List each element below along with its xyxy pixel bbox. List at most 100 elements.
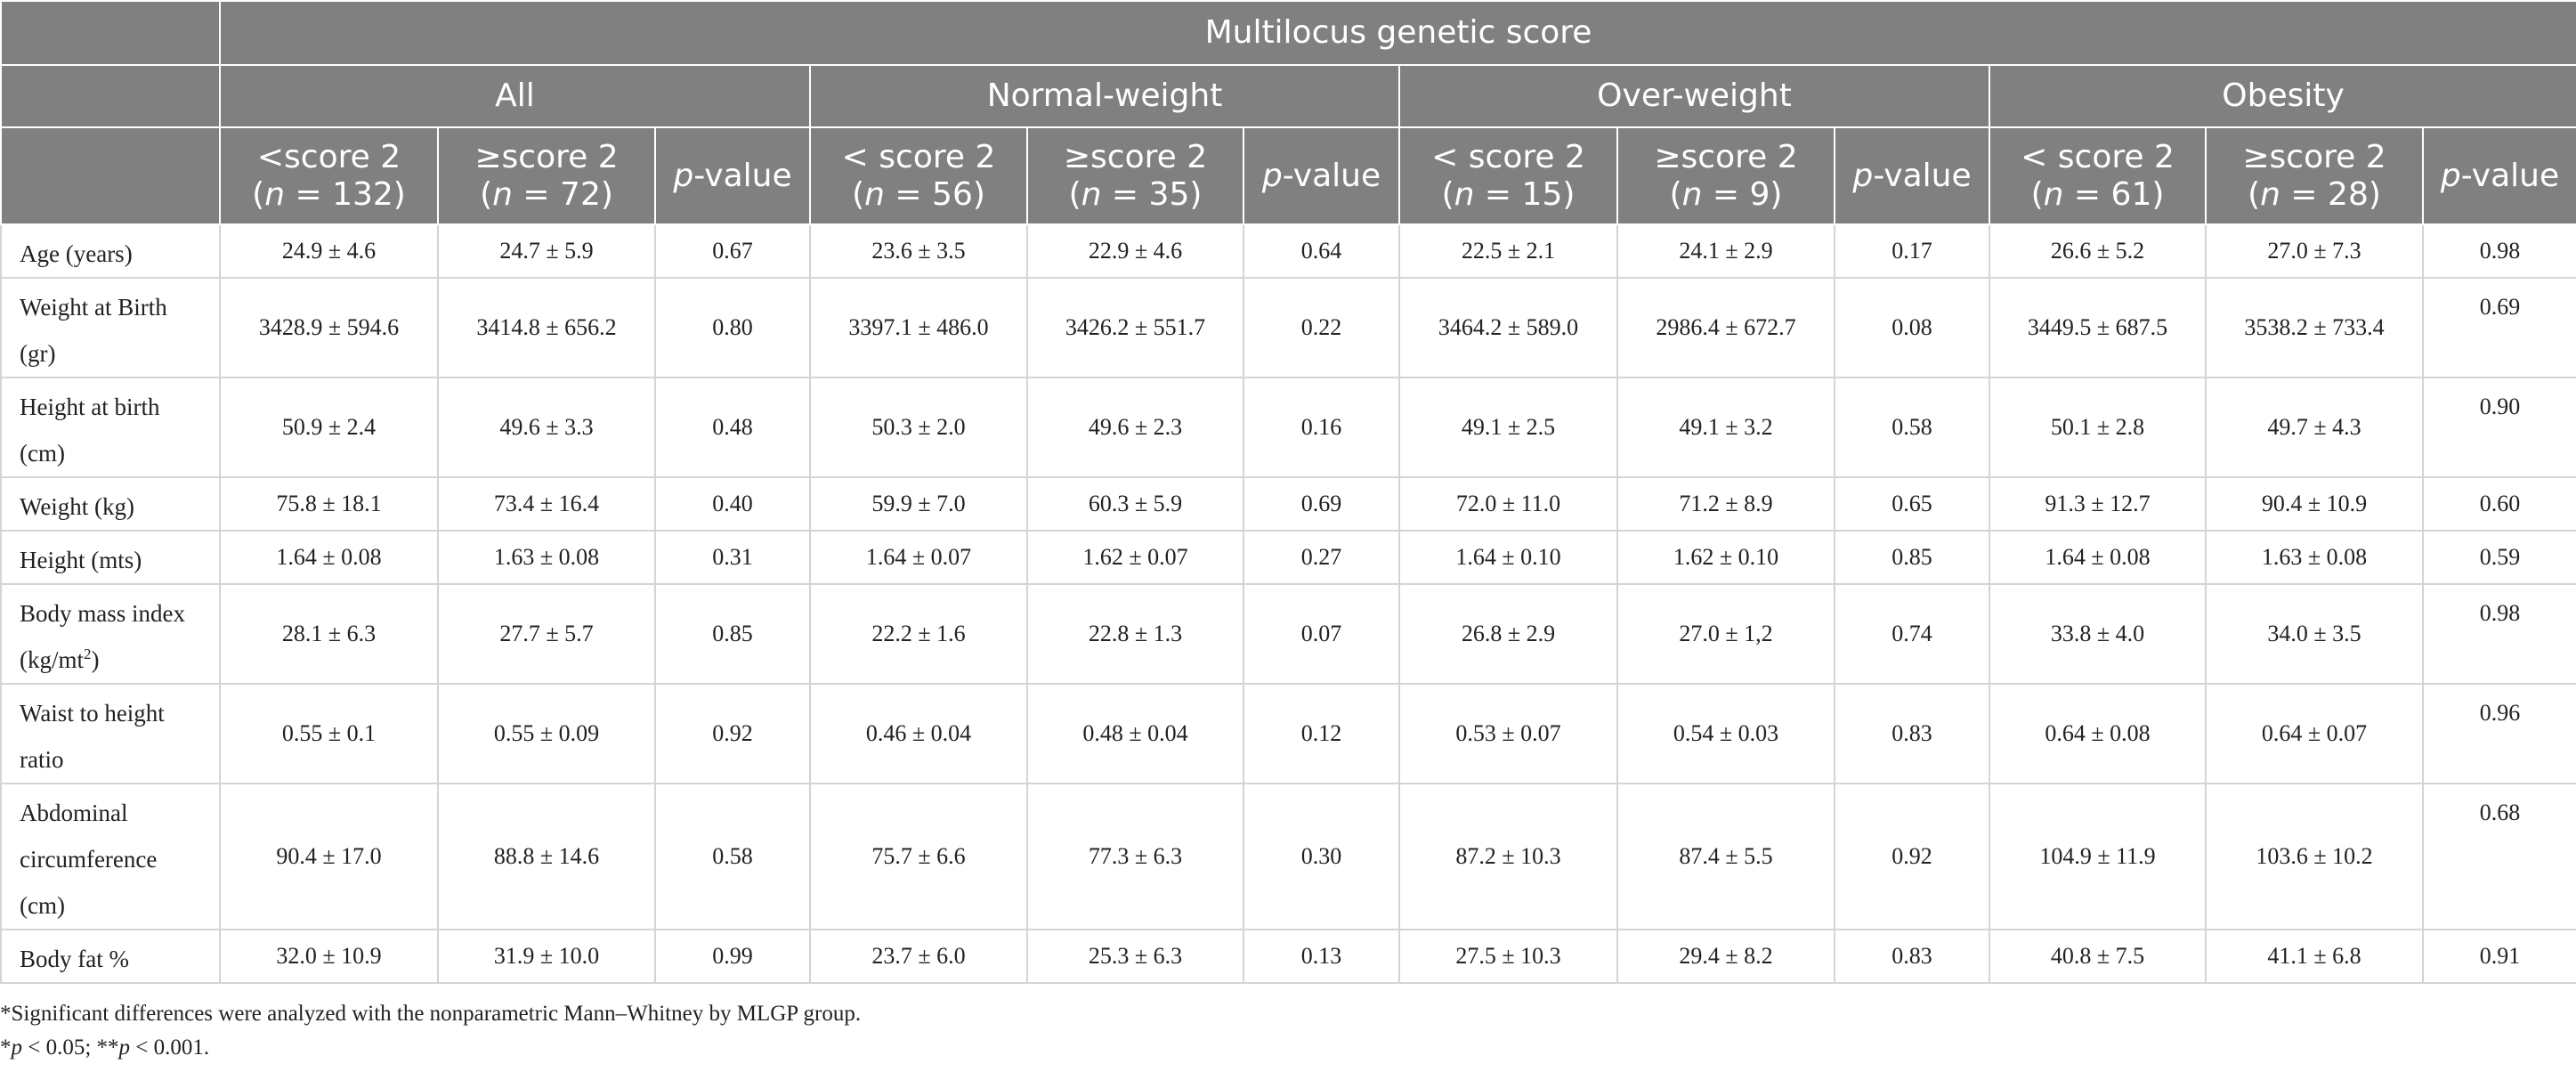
table-footnotes: *Significant differences were analyzed w… xyxy=(0,997,861,1065)
p-value-cell: 0.85 xyxy=(1834,530,1990,585)
p-value-cell: 0.91 xyxy=(2421,929,2576,984)
footnote-text: < 0.05; ** xyxy=(22,1035,119,1060)
column-header-text: ( xyxy=(852,175,865,213)
value-cell: 22.9 ± 4.6 xyxy=(1026,223,1244,279)
column-header-text: ≥score 2 xyxy=(1063,138,1208,175)
column-header-count: (n = 28) xyxy=(2207,176,2422,214)
value-cell: 103.6 ± 10.2 xyxy=(2205,783,2424,930)
row-label-line: Height at birth xyxy=(20,384,219,430)
value-cell: 90.4 ± 17.0 xyxy=(219,783,439,930)
header-empty-cell xyxy=(0,126,221,225)
column-header-text: ( xyxy=(480,175,493,213)
p-value-cell: 0.31 xyxy=(654,530,811,585)
p-value-cell: 0.58 xyxy=(654,783,811,930)
column-header-text: ≥score 2 xyxy=(1654,138,1798,175)
p-value-cell: 0.13 xyxy=(1243,929,1400,984)
p-value-cell: 0.98 xyxy=(2421,583,2576,685)
footnote-text: < 0.001. xyxy=(130,1035,210,1060)
p-value-cell: 0.98 xyxy=(2421,223,2576,279)
value-cell: 23.7 ± 6.0 xyxy=(809,929,1028,984)
footnote-text: * xyxy=(0,1035,12,1060)
value-cell: 31.9 ± 10.0 xyxy=(437,929,656,984)
p-value-cell: 0.83 xyxy=(1834,683,1990,784)
table-row: Waist to height ratio 0.55 ± 0.1 0.55 ± 0.0… xyxy=(0,683,2576,784)
p-value-cell: 0.64 xyxy=(1243,223,1400,279)
column-header-count: (n = 132) xyxy=(221,176,437,214)
row-label: Waist to height ratio xyxy=(0,683,221,784)
table-row: Height at birth (cm) 50.9 ± 2.4 49.6 ± 3.3 0… xyxy=(0,377,2576,478)
column-header-score-group: < score 2 (n = 56) xyxy=(809,126,1028,225)
value-cell: 49.1 ± 2.5 xyxy=(1398,377,1618,478)
p-value-cell: 0.80 xyxy=(654,277,811,378)
column-header-count: (n = 72) xyxy=(439,176,654,214)
row-label: Weight (kg) xyxy=(0,476,221,532)
p-value-cell: 0.83 xyxy=(1834,929,1990,984)
value-cell: 1.64 ± 0.08 xyxy=(1989,530,2207,585)
value-cell: 75.8 ± 18.1 xyxy=(219,476,439,532)
p-value-cell: 0.59 xyxy=(2421,530,2576,585)
column-header-text: = 9) xyxy=(1702,175,1783,213)
column-header-p-value: p-value xyxy=(2421,126,2576,225)
value-cell: 0.55 ± 0.09 xyxy=(437,683,656,784)
p-value-cell: 0.16 xyxy=(1243,377,1400,478)
column-header-p-value: p-value xyxy=(1243,126,1400,225)
column-header-score-group: ≥score 2 (n = 9) xyxy=(1616,126,1835,225)
value-cell: 2986.4 ± 672.7 xyxy=(1616,277,1835,378)
p-value-cell: 0.69 xyxy=(1243,476,1400,532)
column-header-text: n xyxy=(1454,175,1475,213)
value-cell: 0.64 ± 0.07 xyxy=(2205,683,2424,784)
value-cell: 1.63 ± 0.08 xyxy=(437,530,656,585)
value-cell: 0.53 ± 0.07 xyxy=(1398,683,1618,784)
column-header-text: p xyxy=(2440,157,2461,194)
row-label-line: ratio xyxy=(20,736,219,783)
value-cell: 26.6 ± 5.2 xyxy=(1989,223,2207,279)
column-header-count: (n = 56) xyxy=(811,176,1026,214)
footnote-text: p xyxy=(11,1035,23,1060)
value-cell: 87.2 ± 10.3 xyxy=(1398,783,1618,930)
p-value-cell: 0.85 xyxy=(654,583,811,685)
row-label-text: (kg/mt xyxy=(20,646,84,673)
value-cell: 1.62 ± 0.10 xyxy=(1616,530,1835,585)
column-header-count: (n = 9) xyxy=(1618,176,1834,214)
column-subheader-row: <score 2 (n = 132) ≥score 2 (n = 72) p-value… xyxy=(0,126,2576,225)
row-label-text: ratio xyxy=(20,746,64,773)
value-cell: 25.3 ± 6.3 xyxy=(1026,929,1244,984)
row-label-line: circumference xyxy=(20,836,219,882)
value-cell: 77.3 ± 6.3 xyxy=(1026,783,1244,930)
p-value-cell: 0.74 xyxy=(1834,583,1990,685)
value-cell: 60.3 ± 5.9 xyxy=(1026,476,1244,532)
row-label-text: Height at birth xyxy=(20,394,160,420)
group-header-obesity: Obesity xyxy=(1988,64,2576,128)
table-body: Age (years) 24.9 ± 4.6 24.7 ± 5.9 0.67 23.6 … xyxy=(0,223,2576,984)
row-label-line: (cm) xyxy=(20,882,219,929)
value-cell: 88.8 ± 14.6 xyxy=(437,783,656,930)
p-value-cell: 0.92 xyxy=(1834,783,1990,930)
table-row: Body mass index (kg/mt2) 28.1 ± 6.3 27.7 ± … xyxy=(0,583,2576,685)
value-cell: 27.0 ± 7.3 xyxy=(2205,223,2424,279)
column-header-text: < score 2 xyxy=(2021,138,2175,175)
value-cell: 24.7 ± 5.9 xyxy=(437,223,656,279)
row-label-text: (cm) xyxy=(20,440,65,467)
value-cell: 3464.2 ± 589.0 xyxy=(1398,277,1618,378)
row-label-text: (cm) xyxy=(20,892,65,919)
p-value-cell: 0.69 xyxy=(2421,277,2576,378)
value-cell: 33.8 ± 4.0 xyxy=(1989,583,2207,685)
column-header-p-value: p-value xyxy=(1834,126,1990,225)
value-cell: 49.6 ± 3.3 xyxy=(437,377,656,478)
table-row: Weight at Birth (gr) 3428.9 ± 594.6 3414.8 … xyxy=(0,277,2576,378)
footnote-text: p xyxy=(118,1035,131,1060)
column-header-text: -value xyxy=(1873,157,1972,194)
row-label-line: Weight (kg) xyxy=(20,483,219,530)
column-header-text: = 15) xyxy=(1474,175,1576,213)
row-label-line: Body mass index xyxy=(20,590,219,637)
column-header-text: -value xyxy=(1282,157,1381,194)
column-header-text: = 28) xyxy=(2280,175,2381,213)
row-label-line: (gr) xyxy=(20,330,219,377)
value-cell: 22.8 ± 1.3 xyxy=(1026,583,1244,685)
value-cell: 1.64 ± 0.10 xyxy=(1398,530,1618,585)
group-header-all: All xyxy=(219,64,811,128)
value-cell: 49.6 ± 2.3 xyxy=(1026,377,1244,478)
p-value-cell: 0.08 xyxy=(1834,277,1990,378)
value-cell: 40.8 ± 7.5 xyxy=(1989,929,2207,984)
row-label: Height at birth (cm) xyxy=(0,377,221,478)
